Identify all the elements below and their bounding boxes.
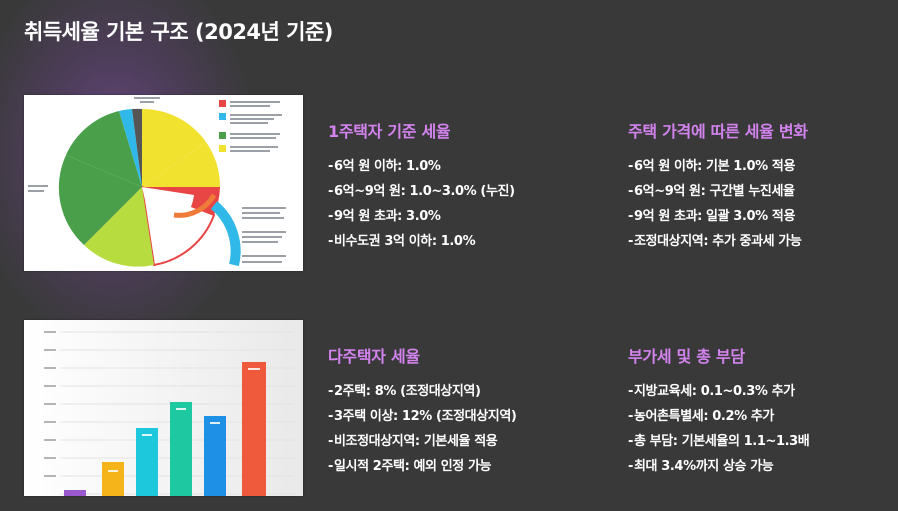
list-item: -조정대상지역: 추가 중과세 가능	[628, 234, 802, 249]
section-title: 부가세 및 총 부담	[628, 347, 745, 366]
section-single-home-rate: 1주택자 기준 세율 -6억 원 이하: 1.0% -6억~9억 원: 1.0~…	[328, 118, 515, 254]
list-item: -농어촌특별세: 0.2% 추가	[628, 409, 774, 424]
section-multi-home-rate: 다주택자 세율 -2주택: 8% (조정대상지역) -3주택 이상: 12% (…	[328, 343, 517, 479]
list-item: -6억 원 이하: 1.0%	[328, 159, 441, 174]
page-title: 취득세율 기본 구조 (2024년 기준)	[24, 20, 333, 44]
list-item: -9억 원 초과: 일괄 3.0% 적용	[628, 209, 796, 224]
bar-chart-image	[24, 320, 303, 496]
list-item: -최대 3.4%까지 상승 가능	[628, 459, 774, 474]
section-price-based-rate: 주택 가격에 따른 세율 변화 -6억 원 이하: 기본 1.0% 적용 -6억…	[628, 118, 808, 254]
list-item: -지방교육세: 0.1~0.3% 추가	[628, 384, 795, 399]
list-item: -일시적 2주택: 예외 인정 가능	[328, 459, 492, 474]
bar-chart-graphic	[24, 320, 303, 496]
section-additional-tax: 부가세 및 총 부담 -지방교육세: 0.1~0.3% 추가 -농어촌특별세: …	[628, 343, 810, 479]
pie-chart-graphic	[24, 95, 303, 271]
pie-chart-image	[24, 95, 303, 271]
list-item: -비수도권 3억 이하: 1.0%	[328, 234, 476, 249]
section-title: 주택 가격에 따른 세율 변화	[628, 122, 808, 141]
list-item: -9억 원 초과: 3.0%	[328, 209, 441, 224]
section-title: 다주택자 세율	[328, 347, 420, 366]
list-item: -비조정대상지역: 기본세율 적용	[328, 434, 498, 449]
list-item: -3주택 이상: 12% (조정대상지역)	[328, 409, 517, 424]
list-item: -6억 원 이하: 기본 1.0% 적용	[628, 159, 796, 174]
list-item: -6억~9억 원: 1.0~3.0% (누진)	[328, 184, 515, 199]
list-item: -총 부담: 기본세율의 1.1~1.3배	[628, 434, 810, 449]
list-item: -2주택: 8% (조정대상지역)	[328, 384, 481, 399]
section-title: 1주택자 기준 세율	[328, 122, 451, 141]
list-item: -6억~9억 원: 구간별 누진세율	[628, 184, 795, 199]
